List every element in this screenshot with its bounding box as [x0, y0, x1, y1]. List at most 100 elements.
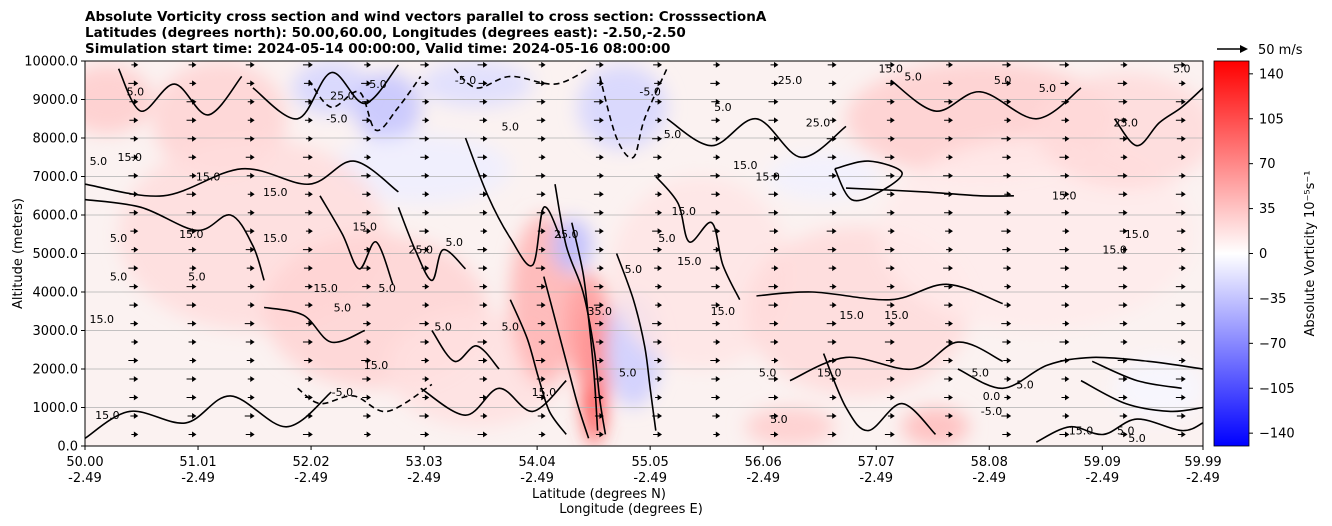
wind-vector-330	[1002, 154, 1012, 161]
wind-vector-127	[480, 413, 488, 419]
wind-vector-123	[422, 98, 430, 105]
wind-vector-75	[304, 209, 313, 216]
wind-vector-384	[1176, 320, 1186, 327]
wind-vector-7	[129, 302, 139, 309]
wind-vector-50	[247, 283, 255, 290]
wind-vector-340	[1060, 357, 1070, 364]
wind-vector-16	[130, 135, 139, 142]
colorbar-label: Absolute Vorticity 10⁻⁵s⁻¹	[1303, 171, 1318, 337]
chart-title-line-1: Absolute Vorticity cross section and win…	[85, 9, 767, 25]
wind-vector-334	[1003, 80, 1012, 87]
wind-vector-394	[1176, 135, 1186, 142]
wind-vector-111	[419, 320, 430, 327]
wind-vector-230	[713, 61, 721, 68]
y-tick-label-10: 10000.0	[24, 55, 78, 70]
contour-label-62: 15.0	[711, 305, 736, 318]
contour-label-38: 15.0	[733, 159, 758, 172]
wind-vector-44	[247, 394, 255, 401]
wind-vector-331	[1001, 135, 1012, 142]
wind-vector-308	[943, 172, 953, 179]
wind-vector-309	[946, 154, 953, 161]
wind-vector-56	[246, 172, 255, 179]
wind-vector-93	[361, 265, 372, 272]
colorbar-gradient	[1213, 60, 1250, 447]
contour-label-59: 5.0	[1128, 432, 1146, 445]
wind-vector-385	[1175, 302, 1186, 309]
wind-vector-151	[535, 357, 546, 364]
wind-vector-328	[1004, 191, 1012, 198]
wind-vector-115	[420, 246, 430, 253]
wind-vector-258	[826, 320, 837, 327]
contour-label-16: 15.0	[353, 220, 378, 233]
wind-vector-18	[129, 98, 139, 105]
wind-vector-284	[887, 228, 895, 235]
wind-vector-139	[479, 191, 488, 198]
wind-vector-362	[1120, 339, 1128, 345]
contour-line-15	[756, 283, 1003, 305]
wind-vector-305	[945, 228, 953, 235]
wind-vector-381	[1175, 376, 1186, 382]
contour-label-27: 15.0	[532, 386, 557, 399]
wind-vector-288	[884, 154, 895, 161]
wind-vector-244	[768, 191, 779, 198]
wind-vector-277	[885, 357, 895, 364]
wind-vector-291	[886, 98, 895, 105]
contour-line-21	[1080, 379, 1203, 413]
contour-line-1	[85, 160, 399, 197]
contour-label-61: 15.0	[884, 309, 909, 322]
wind-vector-396	[1175, 98, 1186, 105]
wind-vector-221	[712, 228, 721, 235]
wind-vector-113	[422, 283, 430, 290]
wind-vector-197	[655, 283, 663, 290]
contour-label-54: 25.0	[1114, 116, 1139, 129]
wind-vector-124	[421, 80, 430, 87]
contour-label-23: 5.0	[434, 321, 452, 334]
wind-vector-55	[247, 191, 255, 198]
wind-vector-234	[768, 376, 779, 382]
wind-vector-213	[711, 376, 721, 382]
x-tick-label-lon-6: -2.49	[746, 471, 780, 486]
wind-vector-170	[593, 394, 604, 401]
wind-vector-353	[1061, 117, 1070, 124]
wind-vector-71	[304, 283, 313, 290]
wind-vector-117	[422, 209, 430, 216]
wind-vector-301	[944, 302, 953, 309]
wind-vector-10	[131, 246, 139, 253]
wind-vector-210	[713, 431, 721, 438]
wind-vector-135	[478, 265, 488, 272]
wind-vector-217	[711, 302, 721, 309]
wind-vector-388	[1177, 246, 1186, 253]
wind-vector-196	[655, 302, 663, 309]
wind-vector-228	[711, 98, 721, 105]
wind-vector-179	[594, 228, 604, 235]
wind-vector-375	[1118, 98, 1128, 105]
wind-vector-114	[421, 265, 430, 272]
x-tick-label-lat-0: 50.00	[66, 455, 103, 470]
wind-vector-6	[130, 320, 139, 327]
wind-vector-195	[652, 320, 663, 327]
contour-label-9: 15.0	[196, 170, 221, 183]
wind-vector-242	[769, 228, 779, 235]
contour-label-19: 25.0	[408, 244, 433, 257]
wind-vector-281	[886, 283, 895, 290]
field-region-4	[420, 61, 533, 108]
contour-line-0	[85, 198, 265, 281]
wind-vector-54	[247, 209, 255, 216]
wind-vector-162	[538, 154, 546, 161]
wind-vector-92	[362, 283, 372, 290]
contour-line-18	[890, 79, 1082, 120]
wind-vector-130	[478, 357, 488, 364]
wind-vector-47	[245, 339, 255, 345]
wind-vector-326	[1001, 228, 1012, 235]
contour-line-31	[263, 306, 366, 344]
wind-vector-323	[1004, 283, 1012, 290]
wind-vector-76	[304, 191, 313, 198]
wind-vector-275	[886, 394, 895, 401]
wind-vector-39	[186, 98, 197, 105]
wind-vector-202	[655, 191, 663, 198]
wind-vector-319	[1003, 357, 1012, 364]
colorbar-tick-label-8: −140	[1259, 427, 1295, 442]
wind-vector-180	[593, 209, 604, 216]
wind-vector-266	[828, 172, 837, 179]
